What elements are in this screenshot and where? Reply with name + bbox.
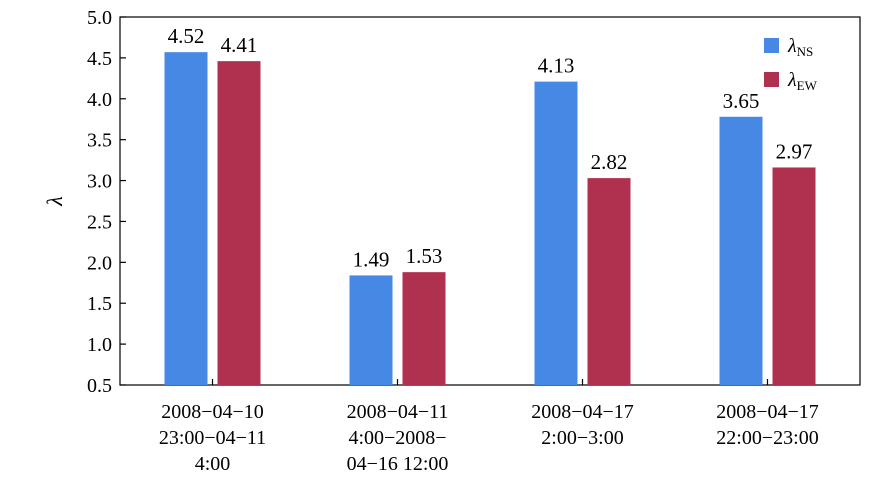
bar-ns-1 (164, 52, 208, 386)
legend-entry-ns: λNS (787, 35, 813, 59)
plot-frame (119, 16, 861, 386)
bar-ew-4 (772, 167, 816, 385)
data-label: 3.65 (723, 89, 760, 113)
legend-swatch-ns (764, 38, 779, 53)
bar-ns-3 (534, 81, 578, 386)
y-tick-label: 2.5 (87, 211, 112, 233)
bar-labels: 4.52 4.41 1.49 1.53 4.13 2.82 3.65 2.97 (168, 24, 813, 271)
y-tick-label: 4.0 (87, 89, 112, 111)
data-label: 1.49 (353, 247, 390, 271)
bar-ew-3 (587, 178, 631, 385)
y-tick-label: 3.5 (87, 130, 112, 152)
x-category-label: 2008−04−10 23:00−04−11 4:00 (159, 401, 266, 475)
data-label: 2.97 (776, 139, 813, 163)
legend-entry-ew: λEW (787, 69, 818, 93)
y-tick-label: 1.0 (87, 334, 112, 356)
bars (164, 52, 816, 386)
data-label: 2.82 (591, 150, 628, 174)
data-label: 4.41 (221, 33, 258, 57)
bar-ns-4 (719, 116, 763, 385)
x-category-label: 2008−04−17 22:00−23:00 (716, 401, 819, 449)
y-tick-label: 3.0 (87, 171, 112, 193)
y-tick-label: 2.0 (87, 252, 112, 274)
legend: λNS λEW (764, 35, 818, 93)
bar-ew-1 (217, 61, 261, 385)
bar-ew-2 (402, 272, 446, 385)
y-tick-label: 1.5 (87, 293, 112, 315)
y-tick-label: 4.5 (87, 48, 112, 70)
data-label: 4.52 (168, 24, 205, 48)
y-axis-label: λ (42, 196, 67, 207)
data-label: 4.13 (538, 54, 575, 78)
bar-ns-2 (349, 275, 393, 385)
y-tick-label: 5.0 (87, 7, 112, 29)
category-labels: 2008−04−10 23:00−04−11 4:00 2008−04−11 4:00−… (159, 401, 819, 475)
x-category-label: 2008−04−11 4:00−2008− 04−16 12:00 (347, 401, 449, 475)
legend-swatch-ew (764, 72, 779, 87)
axes: 0.5 1.0 1.5 2.0 2.5 3.0 3.5 4.0 4.5 5.0 (87, 7, 861, 397)
x-category-label: 2008−04−17 2:00−3:00 (531, 401, 634, 449)
y-tick-label: 0.5 (87, 375, 112, 397)
data-label: 1.53 (406, 244, 443, 268)
